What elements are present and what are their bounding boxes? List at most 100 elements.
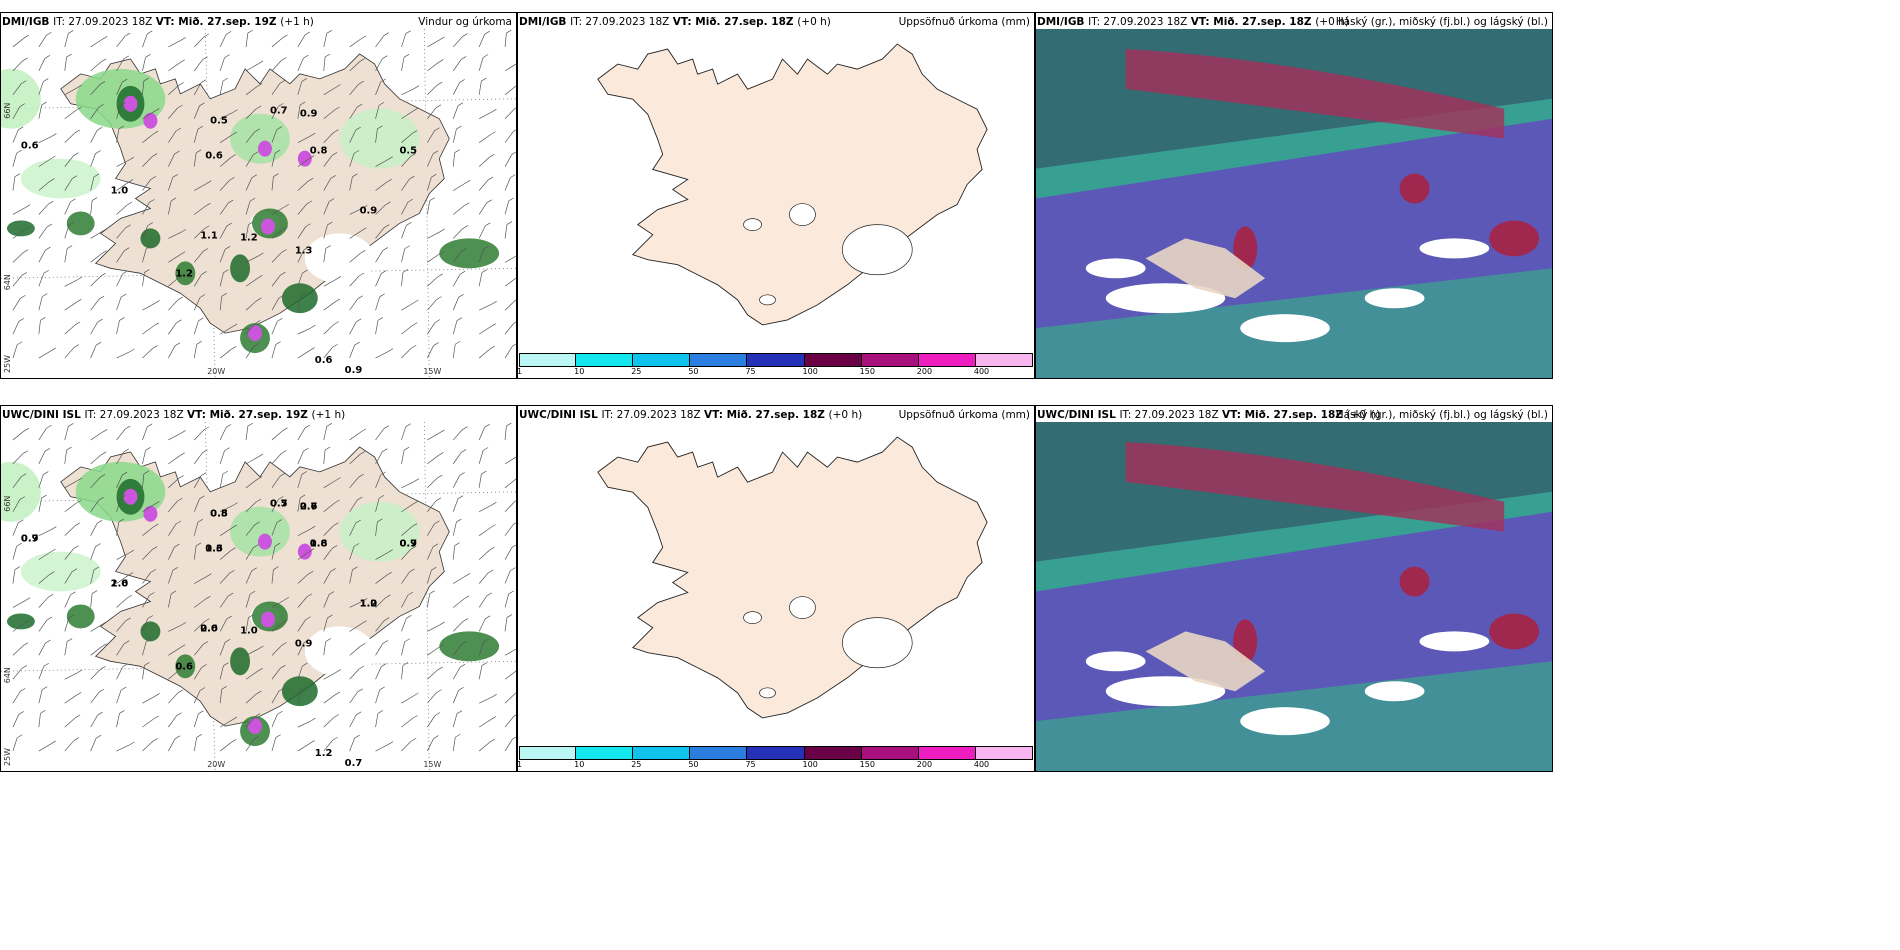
colorbar-swatch [861,353,919,367]
precip-value: 0.6 [175,661,193,672]
precip-value: 0.5 [399,146,417,157]
colorbar-swatch [690,353,748,367]
map-panel-uwc-wind: 0.9 0.5 0.6 0.7 0.6 0.8 0.9 1.0 1.2 2.0 0.6 1.0 0.9 1… [0,405,517,772]
lat-label: 66N [3,103,12,119]
cloud-cover-map [1036,422,1552,771]
map-panel-dmi-wind: 0.6 0.5 0.6 0.7 0.9 0.8 0.5 1.0 0.9 1.1 1.2 1.2 1.3 0… [0,12,517,379]
model-name: UWC/DINI ISL [2,409,85,421]
precip-value: 0.6 [315,355,333,366]
colorbar-swatch [576,353,634,367]
colorbar-label: 150 [859,760,875,769]
precip-value: 1.0 [360,598,378,609]
model-name: UWC/DINI ISL [1037,409,1120,421]
lead-time: (+0 h) [1346,409,1381,421]
precip-value: 2.0 [200,623,218,634]
panel-title: Uppsöfnuð úrkoma (mm) [898,16,1030,28]
colorbar-swatch [633,353,691,367]
colorbar-label: 25 [631,760,642,769]
init-time: IT: 27.09.2023 18Z [53,16,156,28]
colorbar-swatch [690,746,748,760]
precip-value: 1.0 [111,186,129,197]
colorbar-swatch [804,353,862,367]
valid-label: VT: [1190,16,1214,28]
precip-value: 0.8 [310,539,328,550]
colorbar-label: 1 [517,367,523,376]
init-time: IT: 27.09.2023 18Z [84,409,188,421]
init-time: IT: 27.09.2023 18Z [1119,409,1223,421]
precip-value: 1.2 [240,232,258,243]
panel-title: Uppsöfnuð úrkoma (mm) [898,409,1030,421]
precip-value: 0.6 [200,623,218,634]
valid-label: VT: [187,409,210,421]
lead-time: (+1 h) [280,16,314,28]
panel-title: Háský (gr.), miðský (fj.bl.) og lágský (… [1335,16,1548,28]
precip-value: 1.3 [295,245,313,256]
panel-header: UWC/DINI ISL IT: 27.09.2023 18Z VT: Mið.… [1037,409,1548,422]
iceland-landmass [597,436,988,719]
model-name: DMI/IGB [1037,16,1089,28]
lon-label: 20W [207,760,225,769]
colorbar-swatch [861,746,919,760]
colorbar-label: 150 [859,367,875,376]
precip-value: 0.9 [21,534,39,545]
colorbar-label: 75 [745,367,756,376]
precip-value: 0.5 [210,509,228,520]
colorbar-swatch [918,746,976,760]
panel-header: UWC/DINI ISL IT: 27.09.2023 18Z VT: Mið.… [2,409,512,422]
valid-time: Mið. 27.sep. 18Z [726,409,829,421]
precip-value: 0.7 [21,534,39,545]
wind-precip-map: 0.6 0.5 0.6 0.7 0.9 0.8 0.5 1.0 0.9 1.1 1.2 1.2 1.3 0… [1,29,516,378]
precip-value: 1.0 [240,625,258,636]
cloud-cover-map [1036,29,1552,378]
precip-value: 0.7 [270,106,288,117]
valid-label: VT: [1222,409,1245,421]
lat-label: 64N [3,667,12,683]
colorbar-swatch [519,353,577,367]
panel-header: UWC/DINI ISL IT: 27.09.2023 18Z VT: Mið.… [519,409,1030,422]
precip-value: 0.9 [300,109,318,120]
precip-value: 1.1 [200,230,218,241]
model-name: UWC/DINI ISL [519,409,602,421]
panel-header: DMI/IGB IT: 27.09.2023 18Z VT: Mið. 27.s… [2,16,512,29]
precip-value: 0.5 [210,116,228,127]
accum-precip-map [518,29,1034,350]
precip-value: 0.9 [360,205,378,216]
colorbar-label: 200 [916,760,933,769]
precip-colorbar: 1 10 25 50 75 100 150 200 400 [518,746,1033,769]
panel-header: DMI/IGB IT: 27.09.2023 18Z VT: Mið. 27.s… [519,16,1030,29]
precip-value: 0.9 [399,539,417,550]
valid-time: Mið. 27.sep. 18Z [1213,16,1316,28]
init-time: IT: 27.09.2023 18Z [601,409,705,421]
colorbar-label: 100 [802,760,818,769]
colorbar-label: 50 [688,760,699,769]
wind-precip-map: 0.9 0.5 0.6 0.7 0.6 0.8 0.9 1.0 1.2 2.0 0.6 1.0 0.9 1… [1,422,516,771]
precip-value: 0.6 [205,151,223,162]
iceland-landmass [597,43,988,326]
lat-label: 64N [3,274,12,290]
lon-label: 15W [423,760,441,769]
colorbar-label: 100 [802,367,818,376]
precip-value: 2.7 [300,502,318,513]
precip-value: 0.7 [345,758,363,769]
precip-value: 1.6 [310,539,328,550]
colorbar-label: 50 [688,367,699,376]
colorbar-label: 10 [574,367,585,376]
map-panel-uwc-cloud: UWC/DINI ISL IT: 27.09.2023 18Z VT: Mið.… [1035,405,1553,772]
map-panel-dmi-cloud: DMI/IGB IT: 27.09.2023 18Z VT: Mið. 27.s… [1035,12,1553,379]
model-name: DMI/IGB [519,16,571,28]
map-panel-dmi-accum: 1 10 25 50 75 100 150 200 400 DMI/IGB IT: 27.09.… [517,12,1035,379]
colorbar-swatch [747,746,805,760]
precip-value: 0.9 [295,638,313,649]
precip-value: 0.7 [399,539,417,550]
precip-colorbar: 1 10 25 50 75 100 150 200 400 [517,353,1033,376]
precip-value: 0.6 [300,502,318,513]
precip-value: 1.2 [360,598,378,609]
colorbar-swatch [918,353,976,367]
valid-time: Mið. 27.sep. 19Z [178,16,281,28]
valid-time: Mið. 27.sep. 18Z [1244,409,1347,421]
valid-label: VT: [704,409,727,421]
precip-value: 0.5 [270,499,288,510]
colorbar-label: 25 [631,367,642,376]
init-time: IT: 27.09.2023 18Z [1088,16,1191,28]
precip-value: 0.6 [205,544,223,555]
